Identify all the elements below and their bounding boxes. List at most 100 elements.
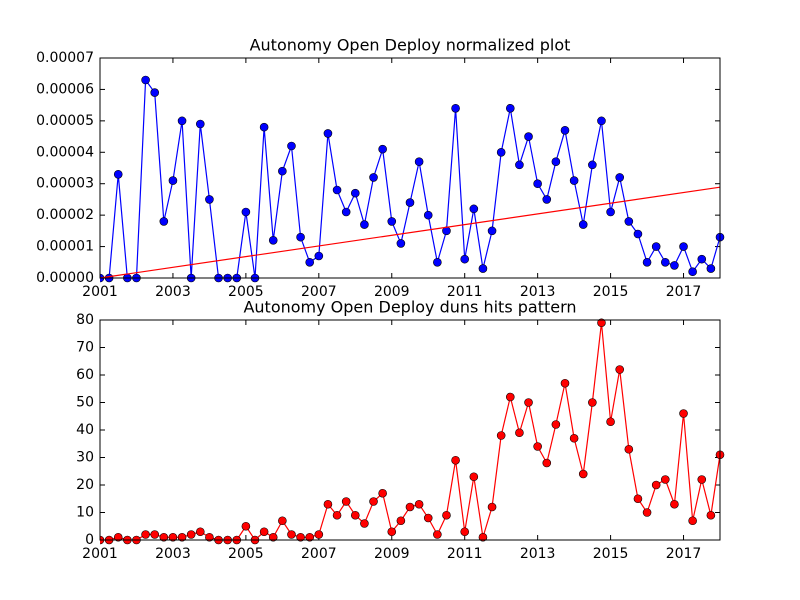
data-point [387,217,397,226]
data-point [268,235,278,245]
data-point [551,420,561,429]
data-point [378,488,387,498]
data-point [642,257,652,267]
data-point [268,532,278,542]
data-point [569,433,579,443]
data-point [195,119,205,129]
data-point [569,176,579,185]
data-point [505,392,515,402]
y-tick-label: 10 [76,505,94,521]
y-tick-label: 0.00005 [36,113,94,129]
data-point [323,129,333,138]
data-point [460,527,470,537]
data-point [414,157,424,167]
y-tick-label: 80 [76,312,94,328]
trend-line [99,186,721,279]
data-point [651,480,661,490]
data-point [314,251,324,261]
data-point [159,532,169,542]
data-point [168,532,178,542]
data-point [588,398,597,407]
data-point [360,519,369,528]
data-point [688,267,697,277]
data-point [496,431,506,440]
data-point [642,508,652,517]
x-tick-label: 2003 [155,284,191,300]
data-point [542,458,552,468]
axes-frame [99,319,721,541]
data-point [551,157,561,167]
data-point [141,75,150,85]
data-point [433,530,442,539]
data-point [168,176,178,185]
x-tick-label: 2005 [228,284,264,300]
data-point [670,499,679,509]
data-point [451,455,460,465]
data-point [296,532,305,542]
y-tick-label: 0.00002 [36,207,94,223]
data-point [323,499,333,509]
data-point [660,257,670,267]
data-point [679,409,688,418]
data-point [469,472,479,482]
data-point [624,217,634,226]
data-point [487,226,497,236]
x-tick-label: 2011 [447,284,483,300]
data-point [697,475,707,484]
y-tick-label: 0.00001 [36,239,94,255]
data-point [688,516,697,526]
y-tick-label: 50 [76,395,94,411]
data-point [651,242,661,251]
data-point [177,116,187,126]
data-point [505,103,515,113]
data-point [606,417,615,427]
data-point [150,530,160,539]
x-tick-label: 2017 [666,546,702,562]
data-point [414,499,424,509]
data-point [560,378,570,388]
y-tick-label: 0 [85,532,94,548]
x-tick-label: 2009 [374,546,410,562]
data-line [100,78,721,279]
x-tick-label: 2001 [82,546,118,562]
data-point [150,88,160,97]
data-point [369,497,378,506]
data-point [387,527,397,537]
data-point [697,254,707,264]
data-point [624,444,634,454]
x-tick-label: 2001 [82,284,118,300]
data-point [296,232,305,242]
data-point [460,254,470,264]
data-point [442,510,451,520]
data-point [332,185,342,195]
data-point [205,532,214,542]
data-point [660,475,670,484]
data-point [113,169,123,179]
x-tick-label: 2007 [301,284,337,300]
data-point [670,261,679,270]
data-point [478,532,488,542]
data-point [706,510,716,520]
data-point [560,125,570,135]
axes-frame [99,57,721,279]
data-point [259,527,269,537]
data-point [578,220,588,229]
data-point [378,144,387,154]
chart-title: Autonomy Open Deploy duns hits pattern [243,298,576,317]
data-point [588,160,597,170]
data-point [633,494,643,504]
data-point [396,239,406,248]
x-tick-label: 2009 [374,284,410,300]
data-point [350,510,360,520]
x-tick-label: 2005 [228,546,264,562]
data-point [496,147,506,157]
data-point [606,207,615,217]
data-point [633,229,643,239]
data-point [524,132,533,141]
data-point [305,257,315,267]
x-tick-label: 2011 [447,546,483,562]
data-point [241,521,251,531]
data-point [341,207,351,217]
